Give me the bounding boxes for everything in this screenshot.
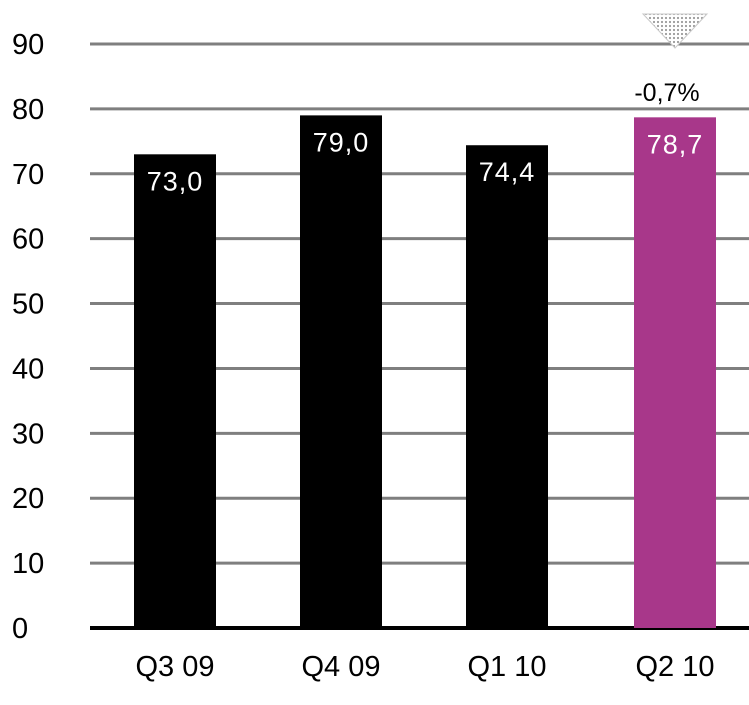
x-category-label: Q1 10 bbox=[468, 651, 547, 683]
y-tick-label: 70 bbox=[12, 159, 44, 191]
data-label: 79,0 bbox=[313, 127, 370, 157]
y-tick-label: 10 bbox=[12, 548, 44, 580]
down-triangle-icon bbox=[641, 13, 709, 49]
x-category-label: Q3 09 bbox=[136, 651, 215, 683]
y-tick-label: 0 bbox=[12, 613, 28, 645]
data-label: 78,7 bbox=[647, 129, 704, 159]
y-tick-label: 40 bbox=[12, 353, 44, 385]
data-labels: 73,0 79,0 74,4 78,7 bbox=[147, 127, 704, 196]
bar-q1-10 bbox=[466, 145, 548, 628]
y-tick-label: 80 bbox=[12, 94, 44, 126]
x-category-label: Q4 09 bbox=[302, 651, 381, 683]
y-tick-label: 20 bbox=[12, 483, 44, 515]
y-axis-tick-labels: 0 10 20 30 40 50 60 70 80 90 bbox=[12, 29, 44, 645]
change-annotation: -0,7% bbox=[634, 13, 709, 107]
bar-q2-10 bbox=[634, 117, 716, 628]
bars bbox=[134, 115, 716, 629]
bar-q3-09 bbox=[134, 154, 216, 629]
data-label: 74,4 bbox=[479, 157, 536, 187]
x-category-label: Q2 10 bbox=[636, 651, 715, 683]
data-label: 73,0 bbox=[147, 166, 204, 196]
y-tick-label: 90 bbox=[12, 29, 44, 61]
y-tick-label: 30 bbox=[12, 418, 44, 450]
change-percent-label: -0,7% bbox=[634, 79, 699, 107]
y-tick-label: 50 bbox=[12, 289, 44, 321]
bar-q4-09 bbox=[300, 115, 382, 628]
y-tick-label: 60 bbox=[12, 224, 44, 256]
x-axis-category-labels: Q3 09 Q4 09 Q1 10 Q2 10 bbox=[136, 651, 715, 683]
